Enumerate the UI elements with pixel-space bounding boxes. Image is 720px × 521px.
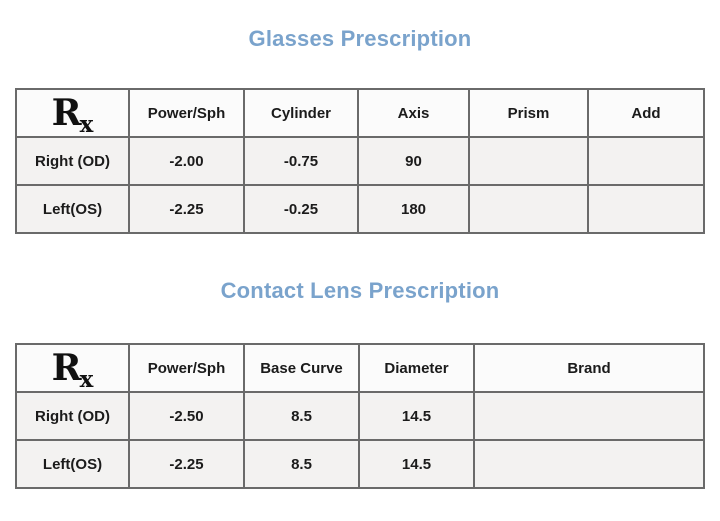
glasses-right-axis: 90 bbox=[357, 136, 470, 186]
glasses-left-axis: 180 bbox=[357, 184, 470, 234]
contacts-right-diameter: 14.5 bbox=[358, 391, 475, 441]
glasses-left-add bbox=[587, 184, 705, 234]
contacts-row-left: Left(OS) -2.25 8.5 14.5 bbox=[15, 439, 705, 489]
glasses-right-add bbox=[587, 136, 705, 186]
glasses-right-prism bbox=[468, 136, 589, 186]
glasses-left-power: -2.25 bbox=[128, 184, 245, 234]
contacts-col-brand: Brand bbox=[473, 343, 705, 393]
contacts-col-base-curve: Base Curve bbox=[243, 343, 360, 393]
glasses-right-power: -2.00 bbox=[128, 136, 245, 186]
row-label-left-os: Left(OS) bbox=[15, 439, 130, 489]
glasses-left-prism bbox=[468, 184, 589, 234]
contacts-col-power: Power/Sph bbox=[128, 343, 245, 393]
contacts-header-row: Rx Power/Sph Base Curve Diameter Brand bbox=[15, 343, 705, 393]
contacts-right-base-curve: 8.5 bbox=[243, 391, 360, 441]
contacts-row-right: Right (OD) -2.50 8.5 14.5 bbox=[15, 391, 705, 441]
glasses-col-axis: Axis bbox=[357, 88, 470, 138]
contacts-col-diameter: Diameter bbox=[358, 343, 475, 393]
rx-symbol-r: R bbox=[51, 92, 82, 134]
glasses-col-cylinder: Cylinder bbox=[243, 88, 359, 138]
contacts-left-power: -2.25 bbox=[128, 439, 245, 489]
contacts-left-brand bbox=[473, 439, 705, 489]
glasses-header-row: Rx Power/Sph Cylinder Axis Prism Add bbox=[15, 88, 705, 138]
rx-symbol-x: x bbox=[79, 366, 94, 392]
glasses-prescription-table: Rx Power/Sph Cylinder Axis Prism Add Rig… bbox=[15, 88, 705, 234]
rx-symbol-x: x bbox=[79, 111, 94, 137]
row-label-left-os: Left(OS) bbox=[15, 184, 130, 234]
glasses-col-prism: Prism bbox=[468, 88, 589, 138]
glasses-col-add: Add bbox=[587, 88, 705, 138]
glasses-prescription-title: Glasses Prescription bbox=[248, 26, 472, 51]
rx-symbol-r: R bbox=[51, 347, 82, 389]
glasses-row-right: Right (OD) -2.00 -0.75 90 bbox=[15, 136, 705, 186]
row-label-right-od: Right (OD) bbox=[15, 136, 130, 186]
contact-lens-prescription-table: Rx Power/Sph Base Curve Diameter Brand R… bbox=[15, 343, 705, 489]
contacts-right-power: -2.50 bbox=[128, 391, 245, 441]
rx-symbol: Rx bbox=[15, 88, 130, 138]
contacts-left-diameter: 14.5 bbox=[358, 439, 475, 489]
glasses-left-cylinder: -0.25 bbox=[243, 184, 359, 234]
glasses-right-cylinder: -0.75 bbox=[243, 136, 359, 186]
contacts-left-base-curve: 8.5 bbox=[243, 439, 360, 489]
glasses-row-left: Left(OS) -2.25 -0.25 180 bbox=[15, 184, 705, 234]
contact-lens-prescription-title: Contact Lens Prescription bbox=[220, 278, 500, 303]
glasses-col-power: Power/Sph bbox=[128, 88, 245, 138]
row-label-right-od: Right (OD) bbox=[15, 391, 130, 441]
rx-symbol: Rx bbox=[15, 343, 130, 393]
contacts-right-brand bbox=[473, 391, 705, 441]
